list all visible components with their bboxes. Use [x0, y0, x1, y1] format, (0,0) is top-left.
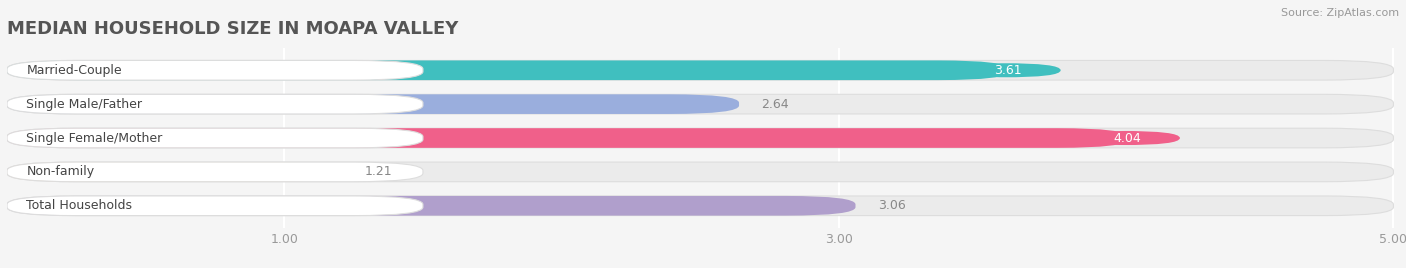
FancyBboxPatch shape: [7, 61, 423, 80]
Text: Married-Couple: Married-Couple: [27, 64, 122, 77]
Text: 3.06: 3.06: [877, 199, 905, 212]
FancyBboxPatch shape: [7, 94, 740, 114]
Text: Single Male/Father: Single Male/Father: [27, 98, 142, 111]
FancyBboxPatch shape: [955, 63, 1060, 77]
FancyBboxPatch shape: [7, 162, 423, 182]
FancyBboxPatch shape: [7, 61, 1008, 80]
FancyBboxPatch shape: [7, 61, 1393, 80]
Text: 2.64: 2.64: [761, 98, 789, 111]
FancyBboxPatch shape: [7, 196, 423, 215]
Text: Non-family: Non-family: [27, 165, 94, 178]
FancyBboxPatch shape: [7, 128, 423, 148]
Text: MEDIAN HOUSEHOLD SIZE IN MOAPA VALLEY: MEDIAN HOUSEHOLD SIZE IN MOAPA VALLEY: [7, 20, 458, 38]
FancyBboxPatch shape: [7, 196, 855, 215]
FancyBboxPatch shape: [7, 162, 343, 182]
FancyBboxPatch shape: [7, 128, 1128, 148]
Text: 1.21: 1.21: [364, 165, 392, 178]
Text: Source: ZipAtlas.com: Source: ZipAtlas.com: [1281, 8, 1399, 18]
Text: 4.04: 4.04: [1114, 132, 1142, 144]
FancyBboxPatch shape: [7, 94, 423, 114]
Text: Total Households: Total Households: [27, 199, 132, 212]
FancyBboxPatch shape: [7, 94, 1393, 114]
FancyBboxPatch shape: [1074, 131, 1180, 145]
Text: 3.61: 3.61: [994, 64, 1022, 77]
FancyBboxPatch shape: [7, 128, 1393, 148]
FancyBboxPatch shape: [7, 196, 1393, 215]
Text: Single Female/Mother: Single Female/Mother: [27, 132, 163, 144]
FancyBboxPatch shape: [7, 162, 1393, 182]
